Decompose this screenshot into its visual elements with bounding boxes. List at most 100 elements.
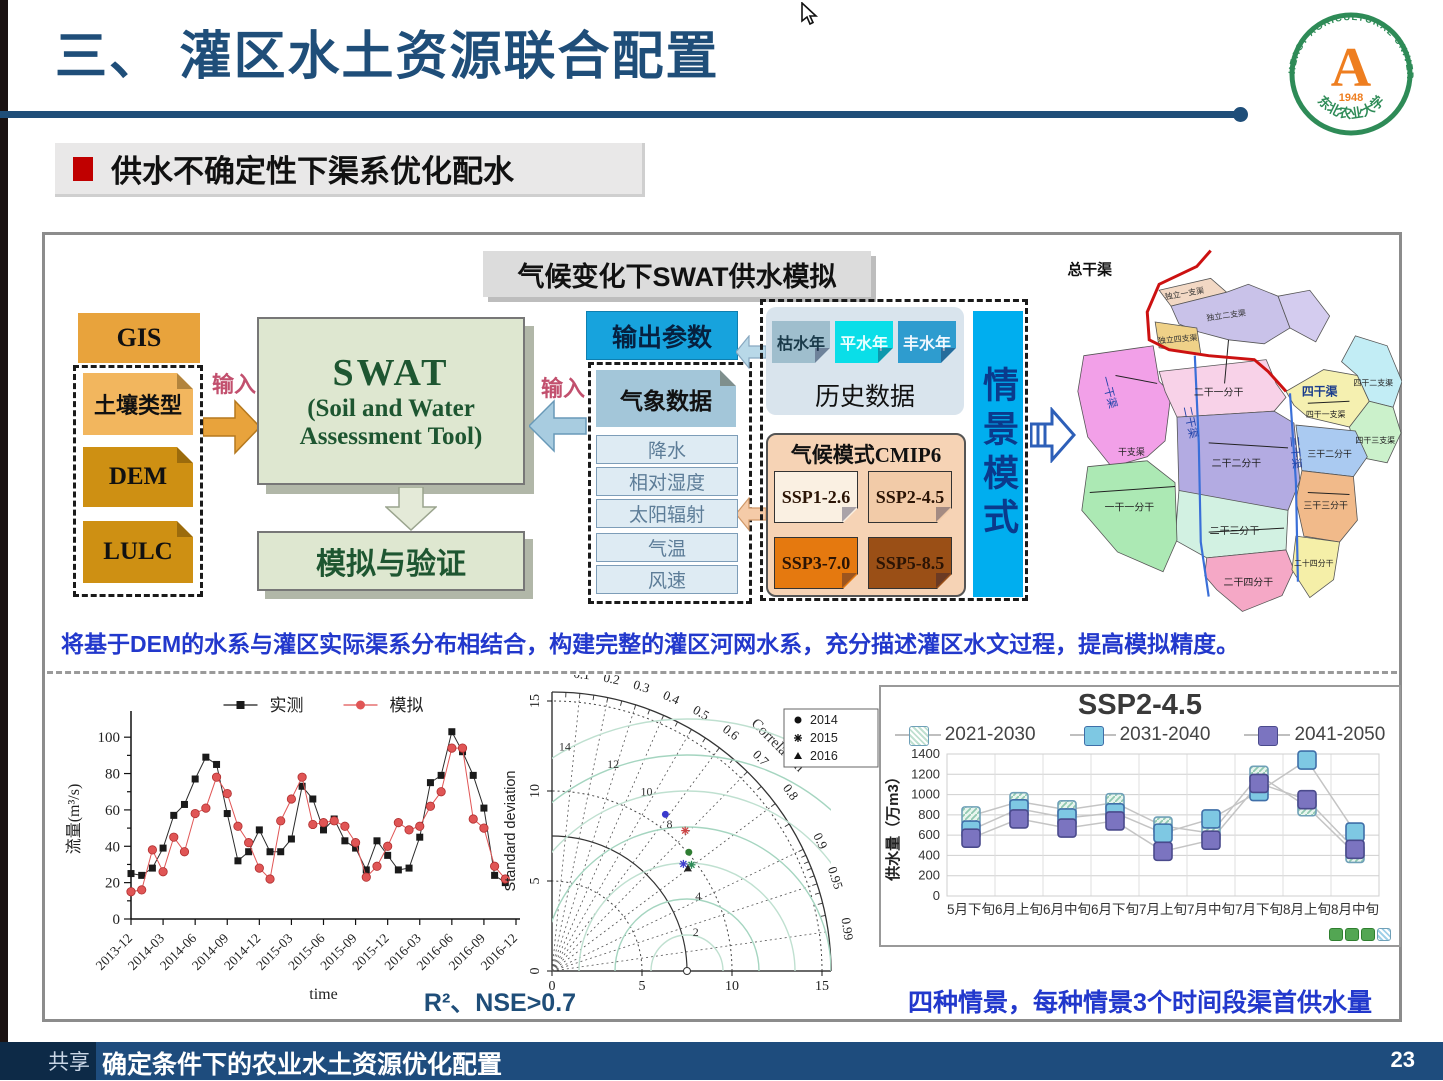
ssp-scenario-note: SSP2-4.5 [868, 471, 952, 523]
svg-text:6月中旬: 6月中旬 [1043, 902, 1091, 917]
svg-text:1200: 1200 [911, 766, 940, 781]
university-logo: NORTHEAST AGRICULTURAL UNIVERSITY A 1948… [1281, 2, 1421, 152]
university-logo-svg: NORTHEAST AGRICULTURAL UNIVERSITY A 1948… [1281, 2, 1421, 147]
svg-text:0.3: 0.3 [632, 677, 652, 696]
svg-text:0: 0 [528, 968, 543, 975]
svg-text:8月上旬: 8月上旬 [1283, 902, 1331, 917]
svg-text:二干一分干: 二干一分干 [1194, 386, 1244, 398]
weather-item: 太阳辐射 [596, 499, 738, 528]
svg-text:80: 80 [105, 767, 120, 783]
weather-item: 风速 [596, 565, 738, 594]
swat-box: SWAT (Soil and Water Assessment Tool) [257, 317, 525, 485]
svg-text:四干二支渠: 四干二支渠 [1353, 377, 1393, 387]
svg-text:0.8: 0.8 [780, 781, 802, 803]
ssp-legend-item: 2021-2030 [895, 724, 1036, 746]
section-header: 供水不确定性下渠系优化配水 [55, 143, 645, 197]
mini-dot [1329, 928, 1343, 941]
ssp-scenario-note: SSP3-7.0 [774, 537, 858, 589]
svg-text:8: 8 [666, 817, 672, 831]
svg-text:6月下旬: 6月下旬 [1091, 902, 1139, 917]
svg-text:6月上旬: 6月上旬 [995, 902, 1043, 917]
svg-text:供水量（万m3）: 供水量（万m3） [884, 769, 902, 882]
arrow-left-blue-icon [529, 399, 587, 453]
svg-text:三干三分干: 三干三分干 [1303, 500, 1348, 510]
svg-text:四干渠: 四干渠 [1302, 384, 1338, 398]
svg-text:2015: 2015 [810, 731, 838, 745]
ssp-legend-item: 2041-2050 [1244, 724, 1385, 746]
svg-text:600: 600 [918, 827, 940, 842]
svg-text:四干一支渠: 四干一支渠 [1306, 409, 1346, 419]
page-number: 23 [1391, 1047, 1415, 1073]
ssp-scenario-note: SSP5-8.5 [868, 537, 952, 589]
output-params-box: 输出参数 [586, 311, 738, 360]
swat-subtitle-2: Assessment Tool) [300, 423, 483, 451]
lulc-note: LULC [83, 521, 193, 583]
weather-data-note: 气象数据 [596, 370, 736, 427]
title-underline [0, 111, 1240, 118]
svg-text:0.95: 0.95 [825, 865, 846, 891]
svg-text:4: 4 [695, 889, 701, 903]
caption-scenarios: 四种情景，每种情景3个时间段渠首供水量 [875, 983, 1405, 1019]
mini-page-dots [1329, 928, 1391, 941]
footer-watermark: 共享 [0, 1042, 96, 1080]
mini-dot [1345, 928, 1359, 941]
svg-text:一干一分干: 一干一分干 [1105, 501, 1155, 513]
svg-text:20: 20 [105, 876, 120, 892]
svg-text:实测: 实测 [270, 696, 304, 715]
svg-text:模拟: 模拟 [390, 696, 424, 715]
cmip6-title: 气候模式CMIP6 [766, 439, 966, 469]
arrow-down-icon [385, 487, 437, 531]
ssp-chart-title: SSP2-4.5 [881, 689, 1399, 722]
svg-text:10: 10 [725, 979, 739, 994]
svg-text:1948: 1948 [1339, 92, 1363, 104]
svg-text:40: 40 [105, 839, 120, 855]
swat-title: SWAT [333, 351, 450, 395]
svg-text:0.1: 0.1 [573, 675, 591, 682]
section-divider [47, 671, 1397, 674]
ssp-legend: 2021-2030 2031-2040 2041-2050 [881, 722, 1399, 748]
svg-text:二干三分干: 二干三分干 [1210, 525, 1260, 537]
flow-description: 将基于DEM的水系与灌区实际渠系分布相结合，构建完整的灌区河网水系，充分描述灌区… [61, 625, 1395, 659]
logo-monogram: A [1331, 37, 1372, 99]
ssp-legend-item: 2031-2040 [1070, 724, 1211, 746]
mouse-cursor-icon [800, 2, 822, 28]
svg-text:0: 0 [113, 912, 121, 928]
svg-text:1000: 1000 [911, 787, 940, 802]
validate-box: 模拟与验证 [257, 531, 525, 591]
svg-text:Standard deviation: Standard deviation [503, 771, 519, 892]
svg-text:15: 15 [528, 694, 543, 708]
content-panel: 气候变化下SWAT供水模拟 GIS 土壤类型 DEM LULC 输入 SWAT … [42, 232, 1402, 1022]
gis-box: GIS [78, 313, 200, 363]
svg-text:100: 100 [98, 730, 121, 746]
red-bullet-icon [73, 157, 93, 181]
weather-item: 降水 [596, 435, 738, 464]
svg-text:10: 10 [528, 784, 543, 798]
svg-text:10: 10 [641, 785, 653, 799]
input-label-left: 输入 [212, 367, 256, 399]
svg-text:四干三支渠: 四干三支渠 [1355, 435, 1395, 445]
svg-text:2014: 2014 [810, 713, 838, 727]
mini-dot [1361, 928, 1375, 941]
svg-text:总干渠: 总干渠 [1067, 260, 1112, 278]
svg-text:400: 400 [918, 847, 940, 862]
left-edge-strip [0, 0, 8, 1042]
footer-bar: 共享 确定条件下的农业水土资源优化配置 23 [0, 1042, 1443, 1080]
svg-text:二干二分干: 二干二分干 [1212, 458, 1262, 470]
svg-text:流量(m³/s): 流量(m³/s) [65, 784, 83, 855]
svg-text:0.9: 0.9 [810, 830, 831, 851]
climate-swat-header: 气候变化下SWAT供水模拟 [483, 251, 871, 297]
svg-text:0.2: 0.2 [602, 675, 621, 688]
svg-text:800: 800 [918, 807, 940, 822]
ssp-scenario-note: SSP1-2.6 [774, 471, 858, 523]
dem-note: DEM [83, 447, 193, 507]
svg-text:7月上旬: 7月上旬 [1139, 902, 1187, 917]
svg-text:7月中旬: 7月中旬 [1187, 902, 1235, 917]
svg-text:8月中旬: 8月中旬 [1331, 902, 1379, 917]
svg-text:干支渠: 干支渠 [1118, 446, 1145, 457]
svg-text:二干四分干: 二干四分干 [1224, 577, 1274, 589]
history-year-note: 丰水年 [898, 321, 956, 363]
